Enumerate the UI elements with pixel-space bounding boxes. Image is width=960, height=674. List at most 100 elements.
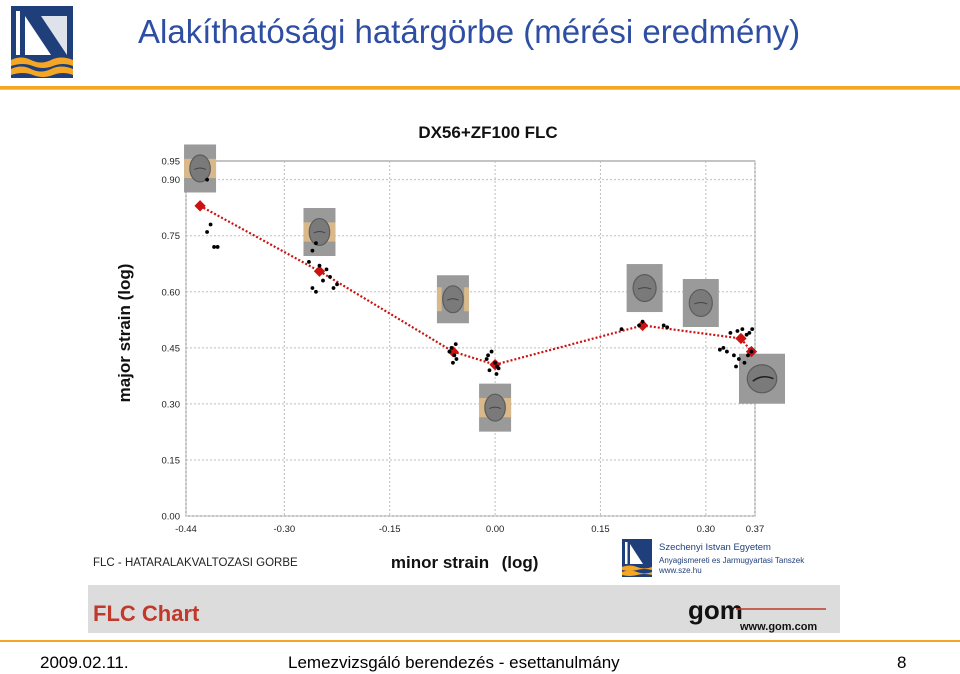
measured-point [205,230,209,234]
axis-ticks: -0.44 -0.30 -0.15 0.00 0.15 0.30 0.37 0.00 0.15 0… [162,157,765,536]
specimen-crack [446,298,459,301]
measured-point [331,286,336,290]
measured-point [449,345,454,350]
chart-grid [185,161,756,517]
slide-title: Alakíthatósági határgörbe (mérési eredmé… [138,13,801,50]
specimen-crack [313,231,326,234]
measured-point [619,327,624,332]
measured-point [205,177,209,182]
measured-point [451,360,455,365]
measured-point [215,245,220,249]
measured-point [750,327,755,332]
specimen-crack [489,406,502,410]
measured-point [310,248,315,253]
specimen-crack [637,287,652,290]
measured-point [728,330,733,335]
measured-point [314,241,318,246]
measured-point [208,222,213,227]
footer-title: Lemezvizsgáló berendezés - esettanulmány [288,653,620,672]
x-tick-label: 0.30 [697,524,716,535]
figure-caption: FLC - HATARALAKVALTOZASI GORBE [93,557,298,569]
specimen-6-image [682,279,719,327]
x-tick-label: -0.44 [175,524,197,535]
measured-point [324,267,329,272]
measured-point [746,353,750,358]
gom-url: www.gom.com [739,621,817,633]
specimen-crack [694,302,708,305]
measured-point [487,368,492,373]
specimen-cutout-right [207,158,217,179]
specimen-1-image [184,144,217,193]
measured-point [496,366,501,371]
measured-point [447,349,452,354]
y-tick-label: 0.00 [162,512,181,523]
measured-point [310,286,315,290]
y-tick-label: 0.95 [162,157,181,168]
specimen-7-image [739,353,785,404]
specimen-cutout-right [464,287,469,312]
flc-chart: -0.44 -0.30 -0.15 0.00 0.15 0.30 0.37 0.00 0.15 0… [88,123,840,633]
specimen-cutout-left [436,287,442,312]
specimen-cutout-left [479,398,489,418]
flc-banner [88,585,840,633]
specimen-4-image [479,383,512,432]
banner-title: FLC Chart [93,601,200,626]
x-tick-label: 0.00 [486,524,505,535]
measured-point [661,323,666,328]
measured-point [452,353,457,358]
x-tick-label: 0.15 [591,524,610,535]
measured-point [307,259,311,264]
measured-point [640,319,645,324]
measured-point [721,345,726,350]
measured-point [736,357,741,361]
y-axis-label: major strain (log) [115,264,134,403]
specimen-dome [746,364,778,394]
measured-point [486,353,490,358]
title-divider-shadow [0,89,960,90]
chart-title: DX56+ZF100 FLC [418,123,557,142]
measured-point [744,332,749,337]
department-name: Anyagismereti es Jarmugyartasi Tanszek [659,556,805,565]
measured-point [740,327,745,332]
y-tick-label: 0.15 [162,455,181,466]
y-tick-label: 0.45 [162,343,181,354]
y-tick-label: 0.60 [162,287,181,298]
measured-point [637,323,641,328]
measured-point [335,282,339,287]
flc-curve-marker [313,265,326,277]
university-name: Szechenyi Istvan Egyetem [659,542,771,553]
specimen-images [184,144,785,432]
measured-point [717,347,722,352]
x-axis-label: minor strain [391,553,489,572]
specimen-crack [194,167,207,170]
specimen-cutout-left [184,158,194,179]
university-logo-icon [11,6,73,78]
x-tick-label: -0.30 [274,524,296,535]
title-divider [0,86,960,89]
measured-points-layer [205,177,755,376]
specimen-crack [752,375,774,382]
flc-curve-marker [194,200,206,212]
measured-point [317,263,322,268]
measured-point [742,360,747,365]
x-axis-label-suffix: (log) [502,553,539,572]
specimen-cutout-left [303,222,313,242]
measured-point [328,274,332,279]
measured-point [735,329,740,333]
measured-point [489,349,494,354]
sze-logo-icon [622,539,652,577]
x-tick-label: 0.37 [746,524,765,535]
page-number: 8 [897,653,907,672]
measured-point [749,349,754,354]
measured-point [212,245,216,249]
measured-point [725,349,729,354]
y-tick-label: 0.75 [162,231,181,242]
measured-point [665,325,670,330]
flc-curve-marker [735,332,747,345]
measured-point [747,330,752,335]
measured-point [493,360,497,365]
measured-point [453,342,458,347]
y-tick-label: 0.30 [162,399,181,410]
measured-point [454,357,459,361]
measured-point [321,278,325,283]
